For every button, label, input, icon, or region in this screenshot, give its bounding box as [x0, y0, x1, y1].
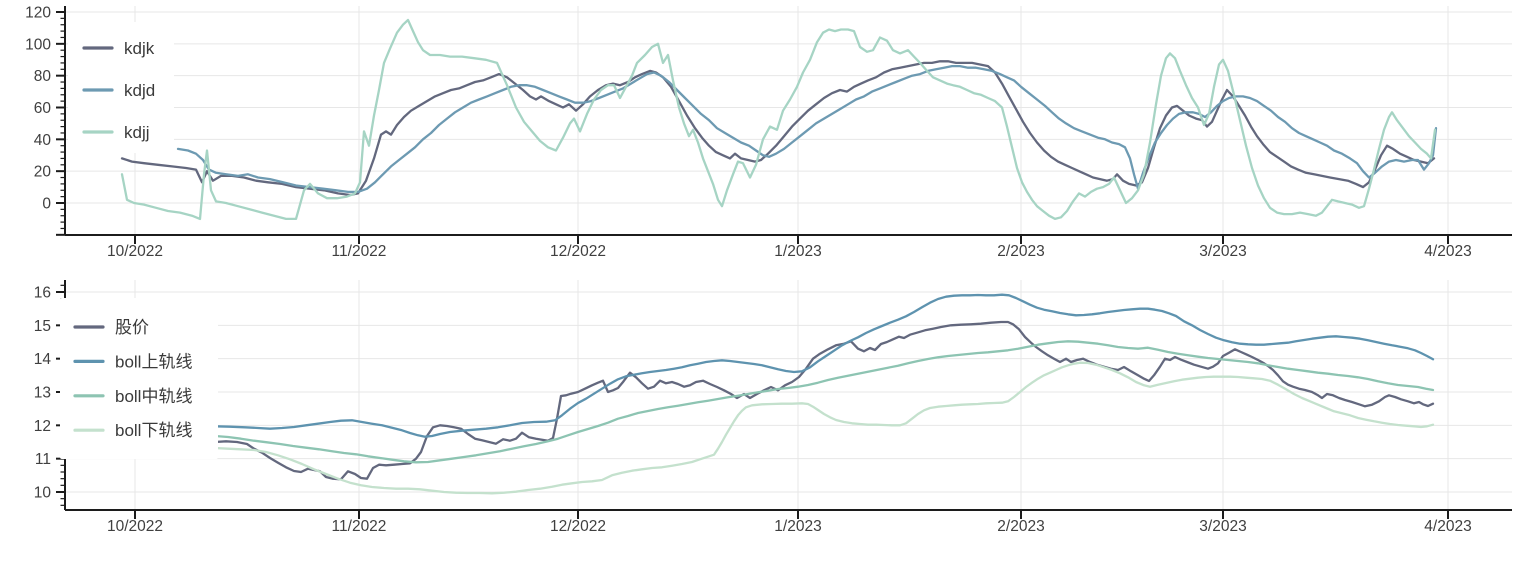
series-line-kdjj: [120, 18, 1437, 221]
y-tick-label: 20: [34, 164, 52, 181]
price-bollinger-chart: 10/2022 11/2022 12/2022 1/2023 2/2023 3/2023 4…: [0, 272, 1523, 562]
x-tick-label: 1/2023: [774, 243, 821, 260]
y-tick-label: 16: [34, 285, 51, 302]
series-line-boll中轨线: [213, 340, 1435, 464]
y-tick-label: 120: [25, 5, 51, 22]
legend-label-boll上轨线: boll上轨线: [115, 352, 192, 371]
y-tick-label: 80: [34, 68, 52, 85]
x-tick-label: 10/2022: [107, 518, 163, 535]
x-tick-label: 2/2023: [997, 243, 1044, 260]
x-tick-label: 4/2023: [1424, 243, 1471, 260]
x-tick-label: 10/2022: [107, 243, 163, 260]
series-line-股价: [213, 320, 1435, 481]
x-tick-label: 1/2023: [774, 518, 821, 535]
series-line-kdjd: [176, 64, 1438, 194]
y-tick-label: 40: [34, 132, 52, 149]
y-tick-label: 13: [34, 385, 51, 402]
boll-chart-canvas: 10/2022 11/2022 12/2022 1/2023 2/2023 3/2023 4…: [34, 280, 1512, 535]
series-line-boll上轨线: [213, 293, 1435, 438]
y-tick-label: 60: [34, 100, 52, 117]
series-line-boll下轨线: [213, 361, 1435, 495]
y-tick-label: 15: [34, 318, 51, 335]
y-tick-label: 10: [34, 485, 52, 502]
x-tick-label: 3/2023: [1199, 243, 1246, 260]
x-tick-label: 11/2022: [332, 243, 387, 260]
x-tick-label: 3/2023: [1199, 518, 1246, 535]
x-tick-label: 12/2022: [550, 518, 606, 535]
kdj-indicator-chart: 10/2022 11/2022 12/2022 1/2023 2/2023 3/2023 4…: [0, 0, 1523, 272]
y-tick-label: 14: [34, 351, 52, 368]
x-tick-label: 11/2022: [332, 518, 387, 535]
kdj-chart-canvas: 10/2022 11/2022 12/2022 1/2023 2/2023 3/2023 4…: [25, 5, 1512, 260]
legend-box: [68, 22, 174, 153]
legend-label-kdjd: kdjd: [124, 81, 155, 100]
legend-label-kdjj: kdjj: [124, 123, 150, 142]
x-tick-label: 4/2023: [1424, 518, 1471, 535]
y-tick-label: 12: [34, 418, 51, 435]
legend-box: [60, 298, 218, 459]
y-tick-label: 11: [35, 451, 51, 468]
x-tick-label: 2/2023: [997, 518, 1044, 535]
legend-label-kdjk: kdjk: [124, 39, 155, 58]
legend-label-boll中轨线: boll中轨线: [115, 387, 192, 406]
y-tick-label: 100: [25, 36, 51, 53]
x-tick-label: 12/2022: [550, 243, 606, 260]
y-tick-label: 0: [42, 196, 51, 213]
legend-label-股价: 股价: [115, 318, 149, 337]
legend-label-boll下轨线: boll下轨线: [115, 421, 192, 440]
